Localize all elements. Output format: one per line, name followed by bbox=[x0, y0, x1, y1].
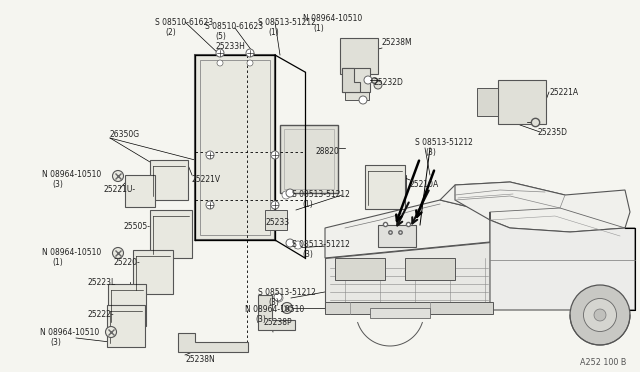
Text: S 08510-61623: S 08510-61623 bbox=[155, 18, 213, 27]
Polygon shape bbox=[440, 182, 565, 212]
Bar bbox=[108, 284, 146, 326]
Text: 25210A: 25210A bbox=[410, 180, 439, 189]
Text: 25233H: 25233H bbox=[215, 42, 245, 51]
Circle shape bbox=[106, 327, 116, 337]
Text: 25238N: 25238N bbox=[185, 355, 215, 364]
Bar bbox=[133, 250, 173, 294]
Circle shape bbox=[206, 151, 214, 159]
Text: (1): (1) bbox=[52, 258, 63, 267]
Circle shape bbox=[584, 298, 616, 331]
Circle shape bbox=[217, 60, 223, 66]
Bar bbox=[107, 305, 145, 347]
Polygon shape bbox=[342, 68, 360, 92]
Bar bbox=[195, 55, 275, 240]
Bar bbox=[342, 68, 370, 92]
Circle shape bbox=[113, 170, 124, 182]
Text: N 08964-10510: N 08964-10510 bbox=[40, 328, 99, 337]
Bar bbox=[498, 80, 546, 124]
Text: (1): (1) bbox=[268, 28, 279, 37]
Bar bbox=[325, 302, 493, 314]
Text: S 08513-51212: S 08513-51212 bbox=[292, 190, 350, 199]
Text: 25222-: 25222- bbox=[87, 310, 114, 319]
Bar bbox=[150, 160, 188, 200]
Text: (3): (3) bbox=[52, 180, 63, 189]
Text: 28820: 28820 bbox=[315, 147, 339, 156]
Text: 25220-: 25220- bbox=[113, 258, 140, 267]
Bar bbox=[378, 225, 416, 247]
Circle shape bbox=[294, 241, 302, 249]
Circle shape bbox=[374, 81, 382, 89]
Text: 25505-: 25505- bbox=[123, 222, 150, 231]
Text: (3): (3) bbox=[50, 338, 61, 347]
Text: S 08513-51212: S 08513-51212 bbox=[258, 18, 316, 27]
Text: (1): (1) bbox=[313, 24, 324, 33]
Circle shape bbox=[271, 151, 279, 159]
Circle shape bbox=[247, 60, 253, 66]
Circle shape bbox=[594, 309, 606, 321]
Text: S 08513-51212: S 08513-51212 bbox=[292, 240, 350, 249]
Bar bbox=[345, 72, 369, 100]
Polygon shape bbox=[258, 295, 295, 330]
Text: (1): (1) bbox=[302, 200, 313, 209]
Text: S 08513-51212: S 08513-51212 bbox=[415, 138, 473, 147]
Circle shape bbox=[286, 189, 294, 197]
Text: S 08513-51212: S 08513-51212 bbox=[258, 288, 316, 297]
Circle shape bbox=[274, 293, 282, 301]
Circle shape bbox=[113, 247, 124, 259]
Text: 26350G: 26350G bbox=[110, 130, 140, 139]
Text: (3): (3) bbox=[425, 148, 436, 157]
Circle shape bbox=[282, 191, 290, 199]
Text: N 08964-10510: N 08964-10510 bbox=[303, 14, 362, 23]
Bar bbox=[405, 258, 455, 280]
Bar bbox=[335, 258, 385, 280]
Bar bbox=[200, 60, 270, 235]
Bar bbox=[280, 125, 338, 193]
Polygon shape bbox=[490, 212, 635, 310]
Polygon shape bbox=[325, 200, 490, 258]
Circle shape bbox=[359, 96, 367, 104]
Bar bbox=[284, 129, 334, 189]
Text: 25233: 25233 bbox=[266, 218, 290, 227]
Text: 25235D: 25235D bbox=[538, 128, 568, 137]
Circle shape bbox=[216, 49, 224, 57]
Text: 25221U-: 25221U- bbox=[103, 185, 135, 194]
Bar bbox=[370, 308, 430, 318]
Circle shape bbox=[271, 201, 279, 209]
Circle shape bbox=[286, 239, 294, 247]
Text: (3): (3) bbox=[255, 315, 266, 324]
Text: (2): (2) bbox=[165, 28, 176, 37]
Circle shape bbox=[282, 302, 292, 314]
Bar bbox=[477, 88, 498, 116]
Circle shape bbox=[246, 49, 254, 57]
Text: S 08510-61623: S 08510-61623 bbox=[205, 22, 263, 31]
Circle shape bbox=[206, 201, 214, 209]
Text: 25221A: 25221A bbox=[549, 88, 578, 97]
Bar bbox=[265, 210, 287, 230]
Polygon shape bbox=[178, 333, 248, 352]
Bar bbox=[125, 175, 155, 207]
Circle shape bbox=[275, 294, 283, 302]
Text: N 08964-10510: N 08964-10510 bbox=[245, 305, 304, 314]
Text: 25238P: 25238P bbox=[263, 318, 292, 327]
Text: A252 100 B: A252 100 B bbox=[580, 358, 627, 367]
Text: (3): (3) bbox=[302, 250, 313, 259]
Polygon shape bbox=[455, 182, 630, 232]
Text: 25221V: 25221V bbox=[192, 175, 221, 184]
Text: N 08964-10510: N 08964-10510 bbox=[42, 248, 101, 257]
Text: N 08964-10510: N 08964-10510 bbox=[42, 170, 101, 179]
Circle shape bbox=[364, 76, 372, 84]
Text: (5): (5) bbox=[215, 32, 226, 41]
Text: 25238M: 25238M bbox=[382, 38, 413, 47]
Text: (3): (3) bbox=[268, 298, 279, 307]
Bar bbox=[365, 165, 405, 209]
Polygon shape bbox=[325, 242, 490, 310]
Text: 25232D: 25232D bbox=[374, 78, 404, 87]
Text: 25223L: 25223L bbox=[88, 278, 116, 287]
Circle shape bbox=[570, 285, 630, 345]
Bar bbox=[150, 210, 192, 258]
Bar bbox=[340, 38, 378, 74]
